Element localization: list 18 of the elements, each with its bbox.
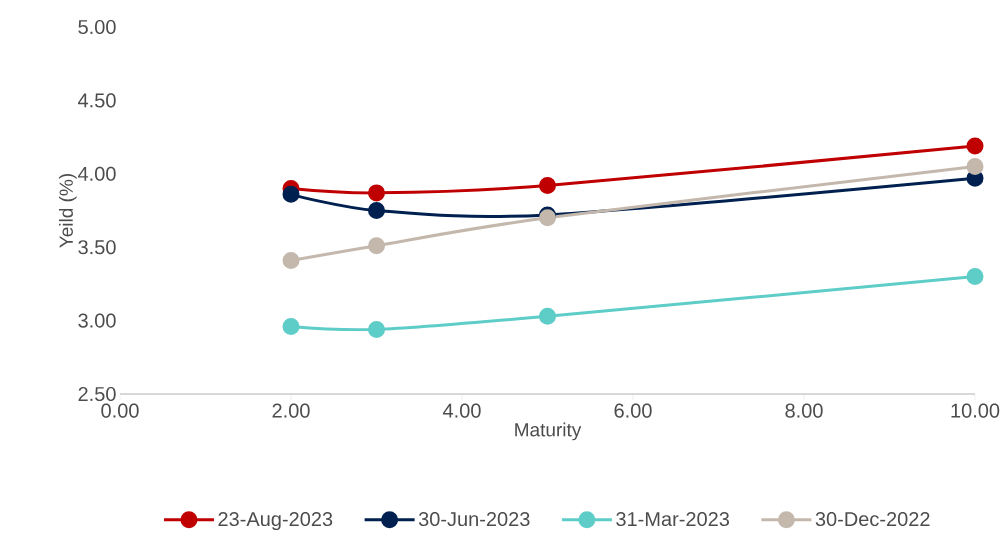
y-tick-label: 2.50 xyxy=(78,386,116,402)
x-tick-label: 2.00 xyxy=(272,403,310,418)
legend-label: 31-Mar-2023 xyxy=(616,511,730,527)
x-tick-label: 8.00 xyxy=(785,403,823,418)
legend-label: 30-Dec-2022 xyxy=(815,511,930,527)
y-tick-label: 4.00 xyxy=(78,166,116,181)
x-axis-title: Maturity xyxy=(515,422,582,441)
y-tick-label: 5.00 xyxy=(78,19,116,35)
x-tick-label: 4.00 xyxy=(443,403,481,418)
x-tick-label: 10.00 xyxy=(951,403,1000,418)
y-tick-label: 4.50 xyxy=(78,93,116,108)
legend-label: 30-Jun-2023 xyxy=(418,511,530,527)
y-tick-label: 3.00 xyxy=(78,313,116,328)
legend-label: 23-Aug-2023 xyxy=(218,511,333,531)
x-tick-label: 0.00 xyxy=(101,403,139,418)
x-tick-label: 6.00 xyxy=(614,403,652,418)
y-axis-title: Yeild (%) xyxy=(58,174,77,248)
y-tick-label: 3.50 xyxy=(78,240,116,255)
